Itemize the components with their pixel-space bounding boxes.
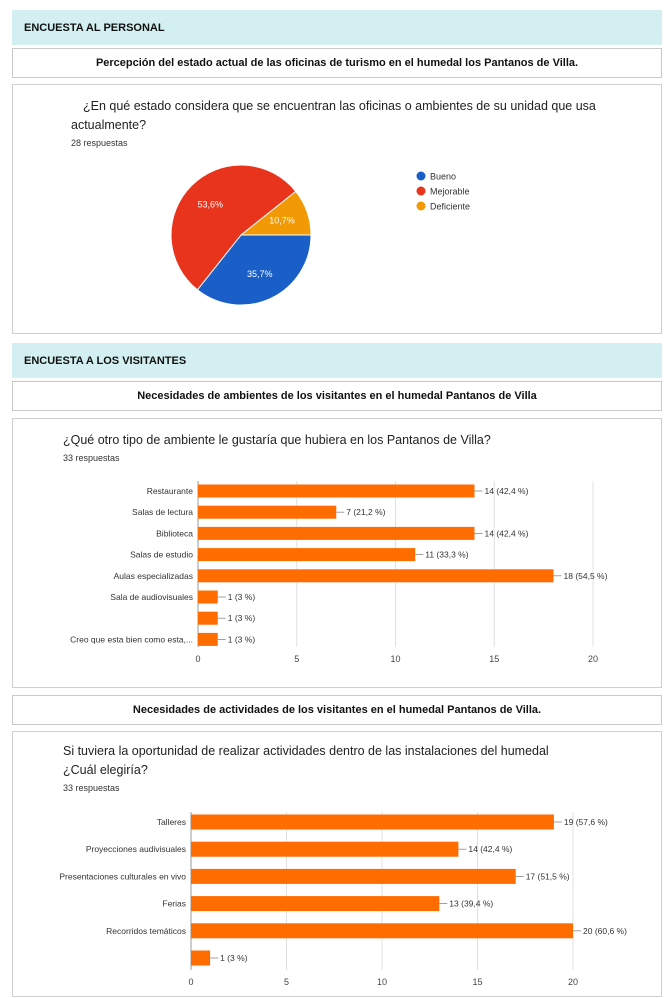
activities-question-line2: ¿Cuál elegiría?	[63, 763, 148, 777]
environments-subheader: Necesidades de ambientes de los visitant…	[12, 381, 662, 411]
x-tick-label-10: 10	[390, 654, 400, 664]
bar-blank-6	[198, 611, 218, 625]
legend-dot-mejorable	[416, 186, 426, 196]
bar-restaurante	[198, 484, 475, 498]
bar-value-label-salas-de-estudio: 11 (33,3 %)	[425, 550, 468, 560]
pie-slice-deficiente	[239, 190, 312, 236]
x-tick-label-5: 5	[294, 654, 299, 664]
visitor-survey-header: ENCUESTA A LOS VISITANTES	[12, 343, 662, 378]
activities-chart-panel: Si tuviera la oportunidad de realizar ac…	[12, 731, 662, 997]
bar-sala-de-audiovisuales	[198, 590, 218, 604]
bar-blank-5	[191, 950, 211, 966]
activities-subheader: Necesidades de actividades de los visita…	[12, 695, 662, 725]
x-tick-label-0: 0	[195, 654, 200, 664]
bar-talleres	[191, 814, 554, 830]
bar-biblioteca	[198, 526, 475, 540]
bar-value-label-sala-de-audiovisuales: 1 (3 %)	[228, 592, 256, 602]
pie-slice-bueno	[196, 234, 312, 306]
environments-question: ¿Qué otro tipo de ambiente le gustaría q…	[63, 433, 491, 447]
bar-value-label-presentaciones-culturales-en-vivo: 17 (51,5 %)	[526, 871, 570, 881]
category-label-restaurante: Restaurante	[147, 486, 194, 496]
bar-value-label-aulas-especializadas: 18 (54,5 %)	[564, 571, 608, 581]
legend-dot-bueno	[416, 171, 426, 181]
category-label-biblioteca: Biblioteca	[156, 528, 193, 538]
category-label-ferias: Ferias	[162, 899, 186, 909]
bar-value-label-blank-6: 1 (3 %)	[228, 613, 256, 623]
bar-salas-de-lectura	[198, 505, 337, 519]
bar-value-label-blank-5: 1 (3 %)	[220, 953, 248, 963]
category-label-talleres: Talleres	[157, 817, 186, 827]
bar-value-label-biblioteca: 14 (42,4 %)	[485, 528, 529, 538]
bar-ferias	[191, 896, 440, 912]
environments-responses-count: 33 respuestas	[63, 453, 120, 463]
legend-label-mejorable: Mejorable	[430, 187, 470, 197]
bar-value-label-creo-que-esta-bien-como-esta: 1 (3 %)	[228, 634, 256, 644]
bar-value-label-salas-de-lectura: 7 (21,2 %)	[346, 507, 385, 517]
bar-aulas-especializadas	[198, 569, 554, 583]
pie-label-bueno: 35,7%	[247, 269, 273, 279]
bar-value-label-talleres: 19 (57,6 %)	[564, 817, 608, 827]
environments-bar-chart: 0 5 10 15 20 14 (42,4 %) Restaurante 7 (21,2 %)…	[70, 481, 608, 664]
pie-label-deficiente: 10,7%	[269, 216, 295, 226]
staff-survey-header: ENCUESTA AL PERSONAL	[12, 10, 662, 45]
category-label-presentaciones-culturales-en-vivo: Presentaciones culturales en vivo	[59, 871, 186, 881]
category-label-sala-de-audiovisuales: Sala de audiovisuales	[110, 592, 193, 602]
category-label-salas-de-lectura: Salas de lectura	[132, 507, 193, 517]
bar-proyecciones-audivisuales	[191, 841, 459, 857]
x-tick-label-0: 0	[188, 977, 193, 987]
category-label-proyecciones-audivisuales: Proyecciones audivisuales	[86, 844, 186, 854]
bar-value-label-recorridos-tematicos: 20 (60,6 %)	[583, 926, 627, 936]
bar-salas-de-estudio	[198, 548, 416, 562]
legend-label-deficiente: Deficiente	[430, 202, 470, 212]
pie-chart: 35,7% 53,6% 10,7% Bueno Mejorable Deficiente	[170, 164, 470, 306]
pie-question-line1: ¿En qué estado considera que se encuentr…	[83, 99, 596, 113]
bar-value-label-restaurante: 14 (42,4 %)	[485, 486, 529, 496]
activities-responses-count: 33 respuestas	[63, 783, 120, 793]
category-label-creo-que-esta-bien-como-esta: Creo que esta bien como esta,...	[70, 634, 193, 644]
legend-dot-deficiente	[416, 201, 426, 211]
environments-chart-panel: ¿Qué otro tipo de ambiente le gustaría q…	[12, 418, 662, 688]
x-tick-label-15: 15	[472, 977, 482, 987]
category-label-aulas-especializadas: Aulas especializadas	[114, 571, 193, 581]
bar-creo-que-esta-bien-como-esta	[198, 632, 218, 646]
x-tick-label-5: 5	[284, 977, 289, 987]
pie-chart-panel: ¿En qué estado considera que se encuentr…	[12, 84, 662, 334]
x-tick-label-15: 15	[489, 654, 499, 664]
x-tick-label-20: 20	[588, 654, 598, 664]
pie-question-line2: actualmente?	[71, 118, 147, 132]
bar-presentaciones-culturales-en-vivo	[191, 868, 516, 884]
category-label-recorridos-tematicos: Recorridos temáticos	[106, 926, 186, 936]
x-tick-label-10: 10	[377, 977, 387, 987]
staff-survey-subheader: Percepción del estado actual de las ofic…	[12, 48, 662, 78]
activities-question-line1: Si tuviera la oportunidad de realizar ac…	[63, 744, 549, 758]
bar-recorridos-tematicos	[191, 923, 573, 939]
pie-label-mejorable: 53,6%	[198, 199, 224, 209]
category-label-salas-de-estudio: Salas de estudio	[130, 550, 193, 560]
x-tick-label-20: 20	[568, 977, 578, 987]
bar-value-label-ferias: 13 (39,4 %)	[449, 899, 493, 909]
activities-bar-chart: 0 5 10 15 20 19 (57,6 %) Talleres 14 (42,4 %) Pr…	[59, 812, 627, 987]
legend-label-bueno: Bueno	[430, 172, 456, 182]
pie-slice-mejorable	[170, 164, 297, 291]
pie-responses-count: 28 respuestas	[71, 138, 128, 148]
bar-value-label-proyecciones-audivisuales: 14 (42,4 %)	[468, 844, 512, 854]
